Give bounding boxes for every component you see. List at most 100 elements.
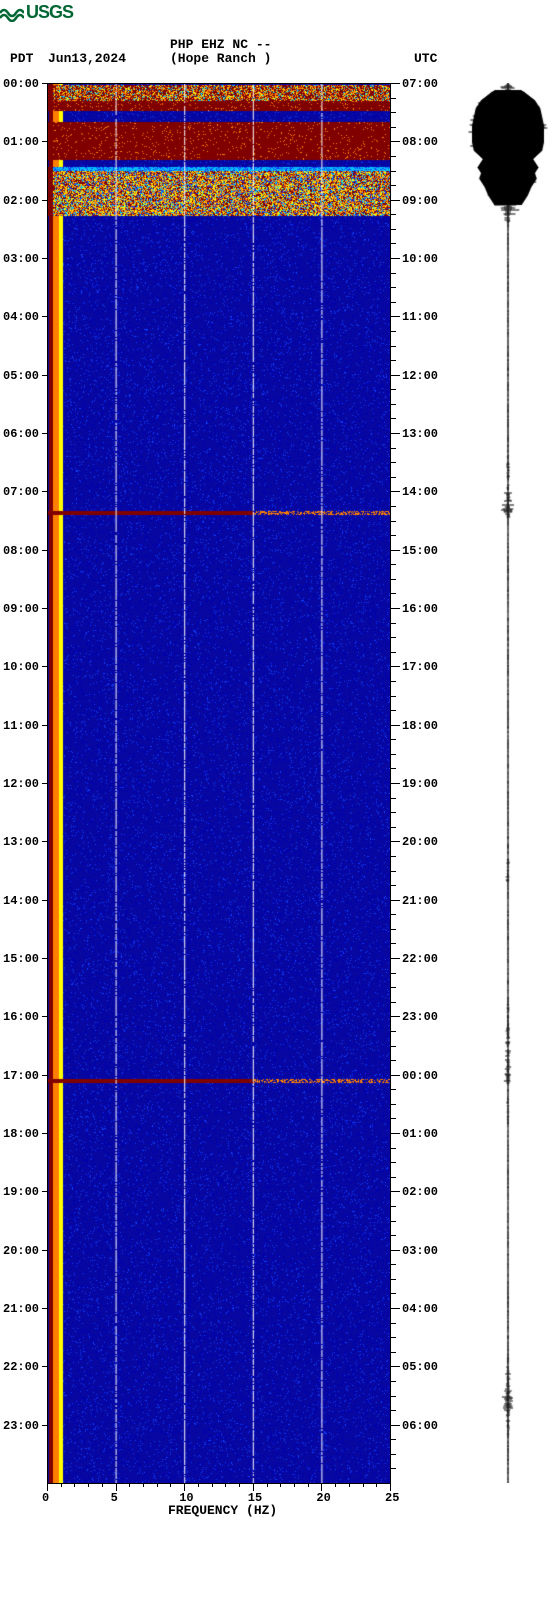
y-left-label: 00:00 [3, 77, 39, 91]
y-right-tick [390, 258, 400, 259]
y-left-tick [42, 900, 47, 901]
x-tick-minor [212, 1483, 213, 1487]
y-right-tick-minor [390, 1206, 396, 1207]
y-right-tick [390, 841, 400, 842]
y-right-tick-minor [390, 1279, 396, 1280]
x-tick [47, 1483, 48, 1491]
y-left-tick [42, 1133, 47, 1134]
y-right-tick-minor [390, 637, 396, 638]
x-tick-minor [170, 1483, 171, 1487]
y-left-tick [42, 141, 47, 142]
y-left-tick [42, 83, 47, 84]
x-tick-minor [102, 1483, 103, 1487]
y-right-tick-minor [390, 389, 396, 390]
plot-border [47, 83, 390, 84]
y-left-label: 11:00 [3, 719, 39, 733]
y-right-tick-minor [390, 1060, 396, 1061]
y-right-tick-minor [390, 768, 396, 769]
y-left-tick [42, 1191, 47, 1192]
y-right-tick-minor [390, 1323, 396, 1324]
x-tick-minor [363, 1483, 364, 1487]
y-right-tick-minor [390, 346, 396, 347]
y-right-tick-minor [390, 885, 396, 886]
y-right-tick-minor [390, 1381, 396, 1382]
x-tick [184, 1483, 185, 1491]
y-left-label: 12:00 [3, 777, 39, 791]
plot-border [47, 1483, 390, 1484]
y-left-label: 17:00 [3, 1069, 39, 1083]
y-right-tick-minor [390, 987, 396, 988]
y-right-tick-minor [390, 696, 396, 697]
y-right-label: 13:00 [402, 427, 438, 441]
y-right-tick [390, 550, 400, 551]
y-right-label: 21:00 [402, 894, 438, 908]
y-right-label: 20:00 [402, 835, 438, 849]
y-right-label: 09:00 [402, 194, 438, 208]
y-right-tick [390, 1191, 400, 1192]
y-right-tick-minor [390, 1235, 396, 1236]
y-left-tick [42, 258, 47, 259]
y-left-label: 23:00 [3, 1419, 39, 1433]
y-right-tick-minor [390, 1104, 396, 1105]
y-right-tick-minor [390, 418, 396, 419]
y-right-label: 14:00 [402, 485, 438, 499]
y-right-tick-minor [390, 973, 396, 974]
y-left-tick [42, 375, 47, 376]
x-tick [321, 1483, 322, 1491]
y-right-tick-minor [390, 856, 396, 857]
y-right-tick-minor [390, 1439, 396, 1440]
y-left-label: 14:00 [3, 894, 39, 908]
y-right-tick-minor [390, 1396, 396, 1397]
y-right-label: 16:00 [402, 602, 438, 616]
y-right-tick-minor [390, 798, 396, 799]
y-right-label: 17:00 [402, 660, 438, 674]
y-right-tick-minor [390, 229, 396, 230]
y-right-label: 05:00 [402, 1360, 438, 1374]
y-left-tick [42, 1075, 47, 1076]
y-right-tick [390, 1366, 400, 1367]
usgs-logo: USGS [0, 2, 73, 23]
y-right-tick [390, 608, 400, 609]
x-tick-minor [198, 1483, 199, 1487]
y-right-tick-minor [390, 1454, 396, 1455]
y-right-tick-minor [390, 477, 396, 478]
y-left-tick [42, 666, 47, 667]
station-location: (Hope Ranch ) [170, 51, 271, 66]
y-right-label: 15:00 [402, 544, 438, 558]
y-right-tick-minor [390, 579, 396, 580]
y-left-tick [42, 1366, 47, 1367]
y-right-tick-minor [390, 171, 396, 172]
y-left-tick [42, 550, 47, 551]
x-tick [390, 1483, 391, 1491]
y-right-tick-minor [390, 1002, 396, 1003]
y-left-tick [42, 1308, 47, 1309]
y-right-tick [390, 958, 400, 959]
y-left-tick [42, 958, 47, 959]
y-right-tick-minor [390, 1293, 396, 1294]
x-tick-label: 20 [316, 1491, 330, 1505]
y-right-label: 18:00 [402, 719, 438, 733]
y-right-tick [390, 1308, 400, 1309]
y-right-tick-minor [390, 710, 396, 711]
y-left-tick [42, 433, 47, 434]
x-tick-minor [376, 1483, 377, 1487]
x-tick-minor [225, 1483, 226, 1487]
y-right-label: 07:00 [402, 77, 438, 91]
y-right-tick-minor [390, 243, 396, 244]
y-right-tick-minor [390, 156, 396, 157]
x-tick-minor [267, 1483, 268, 1487]
x-tick-label: 25 [385, 1491, 399, 1505]
y-right-tick-minor [390, 929, 396, 930]
y-right-tick-minor [390, 1352, 396, 1353]
y-left-tick [42, 1425, 47, 1426]
y-right-tick [390, 316, 400, 317]
x-tick-minor [129, 1483, 130, 1487]
y-right-tick-minor [390, 98, 396, 99]
y-right-tick-minor [390, 754, 396, 755]
y-left-tick [42, 316, 47, 317]
tz-right: UTC [414, 51, 437, 66]
y-right-tick-minor [390, 812, 396, 813]
y-right-tick [390, 783, 400, 784]
y-right-tick [390, 1016, 400, 1017]
y-right-tick-minor [390, 1468, 396, 1469]
